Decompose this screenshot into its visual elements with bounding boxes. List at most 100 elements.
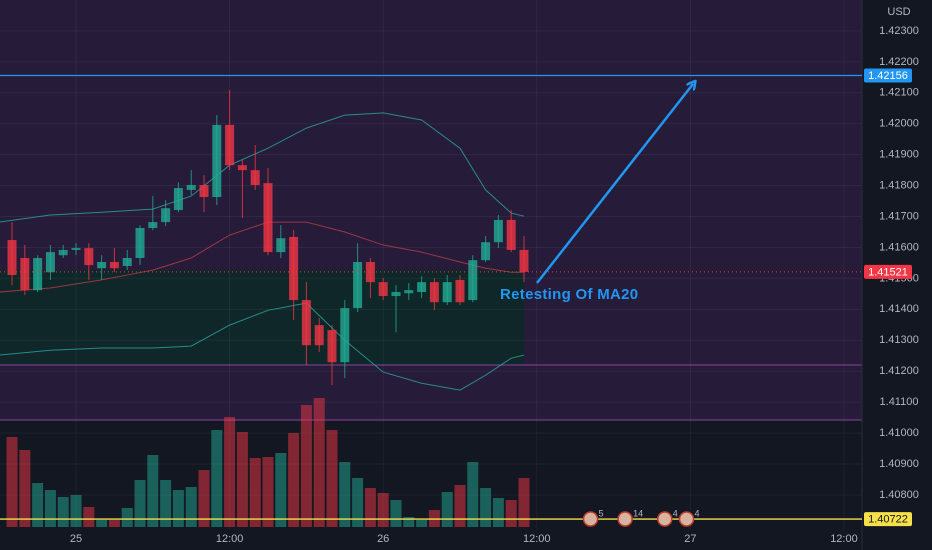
volume-bar [480,488,492,527]
volume-bar [352,478,364,527]
volume-bar [108,520,120,527]
event-icon [657,511,673,527]
volume-bar [377,493,389,527]
volume-bar [441,492,453,527]
candle-body [417,282,427,293]
volume-bar [518,478,530,527]
band-upper [0,112,525,223]
candles [7,90,529,386]
arrow [536,84,693,284]
y-tick-label: 1.42100 [879,87,919,99]
candle-body [519,249,529,272]
y-tick-label: 1.41700 [879,210,919,222]
candle-body [327,330,337,363]
candle-body [481,242,491,261]
volume-bar [160,480,172,527]
candle-body [97,262,107,269]
candle-body [173,188,183,211]
event-count: 4 [673,508,678,518]
x-tick-label: 27 [684,533,696,545]
candle-body [148,222,158,228]
volume-bar [70,495,82,527]
candle-body [58,249,68,256]
y-tick-label: 1.40900 [879,458,919,470]
y-tick-label: 1.42300 [879,25,919,37]
x-tick-label: 12:00 [216,533,244,545]
candle-body [109,262,119,269]
candle-body [301,300,311,346]
candle-body [391,292,401,297]
volume-bar [300,405,312,527]
volume-bar [288,433,300,527]
y-tick-label: 1.41900 [879,149,919,161]
candle-body [404,290,414,294]
y-tick-label: 1.41600 [879,241,919,253]
volume-bar [505,500,517,527]
volume-bar [249,458,261,527]
overlay [0,74,862,527]
volume-bar [236,432,248,527]
volume-bar [390,500,402,527]
volume-bar [416,520,428,527]
candle-body [250,170,260,185]
event-count: 4 [695,508,700,518]
volume-bar [185,487,197,527]
grid [0,0,862,530]
candle-body [161,208,171,223]
volume-bar [121,508,133,527]
volume-bar [454,485,466,527]
y-tick-label: 1.40800 [879,489,919,501]
price-badge [864,264,912,279]
candle-body [84,248,94,266]
candle-body [186,184,196,190]
candle-body [429,282,439,303]
event-icon [582,511,599,527]
candle-body [199,184,209,198]
volume-bar [492,498,504,527]
volume-bar [44,490,56,527]
y-tick-label: 1.41000 [879,427,919,439]
volume-bar [313,398,325,527]
candle-body [33,257,43,291]
volume-bar [211,430,223,527]
candle-body [289,236,299,301]
y-tick-label: 1.41200 [879,365,919,377]
candle-body [353,262,363,309]
event-icon [678,511,695,527]
price-badge-label: 1.42156 [868,70,908,82]
volume-bar [96,520,108,527]
volume-bar [403,517,415,527]
candle-body [378,282,388,297]
event-icon [617,511,633,527]
x-tick-label: 25 [70,533,82,545]
volume [6,398,530,527]
price-badge-label: 1.40722 [868,513,908,525]
volume-bar [262,457,274,527]
volume-bar [6,437,18,527]
y-tick-label: 1.41800 [879,180,919,192]
candle-body [276,238,286,253]
candle-body [7,240,17,275]
candle-body [122,257,132,267]
event-count: 5 [599,508,604,518]
volume-bar [364,488,376,527]
candle-body [442,282,452,303]
annotation: Retesting Of MA20 [500,286,638,303]
y-tick-label: 1.41300 [879,334,919,346]
candle-body [225,124,235,166]
volume-bar [326,430,338,527]
volume-bar [172,490,184,527]
candle-body [340,308,350,363]
volume-bar [32,483,44,527]
x-tick-label: 12:00 [830,533,858,545]
y-tick-label: 1.41100 [880,396,919,408]
volume-bar [467,462,479,527]
volume-bar [147,455,159,527]
candle-body [455,279,465,303]
y-tick-label: 1.42200 [879,56,919,68]
price-badge-label: 1.41521 [868,266,908,278]
candle-body [237,165,247,171]
x-tick-label: 12:00 [523,533,551,545]
